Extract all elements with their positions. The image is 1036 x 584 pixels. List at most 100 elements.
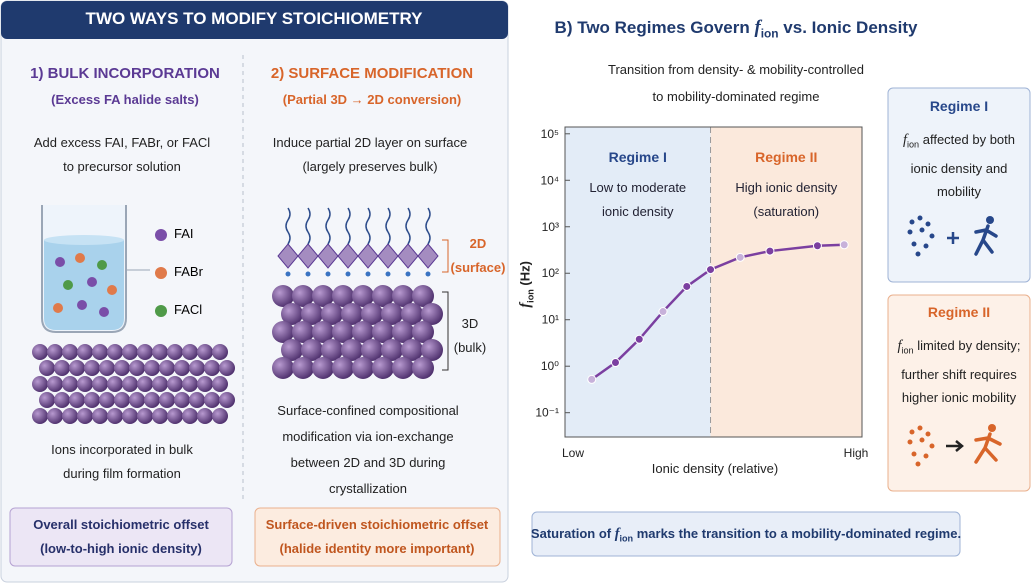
region-name: Regime II — [755, 149, 817, 165]
sphere — [341, 303, 363, 325]
sphere — [137, 344, 153, 360]
cation — [405, 271, 411, 277]
chart-subtitle: Transition from density- & mobility-cont… — [608, 56, 864, 110]
surface-title: 2) SURFACE MODIFICATION — [270, 65, 474, 82]
octahedron — [297, 243, 319, 269]
sphere — [372, 321, 394, 343]
cation — [425, 271, 431, 277]
sphere — [219, 360, 235, 376]
sphere — [174, 360, 190, 376]
sphere — [197, 344, 213, 360]
sphere — [381, 339, 403, 361]
sphere — [114, 360, 130, 376]
text-line: ionic density and — [910, 160, 1008, 176]
text-line: Surface-driven stoichiometric offset — [265, 517, 489, 532]
point — [839, 240, 849, 250]
sphere — [137, 408, 153, 424]
sphere — [281, 339, 303, 361]
sphere — [182, 344, 198, 360]
text-line: (halide identity more important) — [279, 541, 475, 556]
panel-a-header-bar — [1, 1, 508, 39]
sphere — [92, 376, 108, 392]
text-line: modification via ion-exchange — [282, 429, 454, 444]
sphere — [84, 392, 100, 408]
point — [812, 241, 822, 251]
sphere — [152, 408, 168, 424]
bulk-result: Overall stoichiometric offset (low-to-hig… — [33, 513, 209, 561]
sphere — [32, 344, 48, 360]
sphere — [312, 321, 334, 343]
sphere — [54, 360, 70, 376]
legend-swatch — [155, 229, 167, 241]
octahedron — [317, 243, 339, 269]
cation — [385, 271, 391, 277]
sphere — [392, 357, 414, 379]
icon-dots-arrow-runner — [907, 424, 1002, 467]
cation — [325, 271, 331, 277]
legend-label: FAI — [174, 226, 194, 241]
ligand — [425, 207, 431, 245]
sphere — [99, 392, 115, 408]
region-text: (saturation) — [753, 204, 819, 219]
bulk-film — [32, 344, 235, 424]
sphere — [144, 360, 160, 376]
ligand — [305, 207, 311, 245]
y-axis-label: fion (Hz) — [514, 261, 543, 308]
sphere — [167, 408, 183, 424]
sphere — [381, 303, 403, 325]
sphere — [159, 392, 175, 408]
sphere — [137, 376, 153, 392]
sphere — [107, 376, 123, 392]
icon-dots-plus-runner — [907, 215, 998, 257]
octahedron — [277, 243, 299, 269]
text-line: Add excess FAI, FABr, or FACl — [33, 135, 211, 150]
sphere — [272, 357, 294, 379]
x-tick-label: High — [844, 446, 869, 460]
box-title: Regime I — [929, 98, 989, 114]
surface-subtitle: (Partial 3D → 2D conversion) — [282, 92, 462, 107]
sphere — [122, 344, 138, 360]
legend-swatch — [155, 305, 167, 317]
sphere — [144, 392, 160, 408]
footer-box — [531, 511, 961, 557]
sphere — [129, 392, 145, 408]
octahedron — [377, 243, 399, 269]
y-tick-label: 10³ — [542, 220, 559, 234]
y-tick-label: 10⁵ — [541, 127, 559, 141]
point — [610, 358, 620, 368]
chart-title: B) Two Regimes Govern fion vs. Ionic Den… — [555, 16, 918, 45]
region-text: Low to moderate — [589, 180, 686, 195]
text-line: (low-to-high ionic density) — [40, 541, 202, 556]
text-line: between 2D and 3D during — [290, 455, 446, 470]
text: B) Two Regimes Govern — [554, 18, 755, 37]
text-line: 2D — [469, 236, 487, 251]
sphere — [412, 357, 434, 379]
sphere — [321, 303, 343, 325]
y-tick-label: 10² — [542, 266, 559, 280]
text-line: Ions incorporated in bulk — [51, 442, 193, 457]
text: vs. Ionic Density — [778, 18, 918, 37]
sphere — [352, 285, 374, 307]
sphere — [174, 392, 190, 408]
layer-2d-label: 2D (surface) — [451, 232, 506, 280]
layer-3d-label: 3D (bulk) — [454, 312, 487, 360]
sphere — [412, 321, 434, 343]
surface-caption: Surface-confined compositional modificati… — [277, 398, 458, 502]
bulk-instruction: Add excess FAI, FABr, or FACl to precurso… — [34, 131, 210, 179]
sphere — [107, 408, 123, 424]
sphere — [167, 376, 183, 392]
symbol: f — [897, 338, 902, 354]
text: marks the transition to a mobility-domin… — [633, 526, 962, 541]
sphere — [62, 344, 78, 360]
sphere — [312, 285, 334, 307]
region — [565, 127, 711, 437]
sphere — [122, 408, 138, 424]
chart: Regime I Low to moderate ionic density Regi… — [535, 126, 869, 460]
cation — [305, 271, 311, 277]
sphere — [321, 339, 343, 361]
sphere — [182, 376, 198, 392]
text-line: mobility — [936, 183, 982, 199]
sphere — [361, 339, 383, 361]
region-text: ionic density — [602, 204, 674, 219]
bulk-caption: Ions incorporated in bulk during film for… — [51, 438, 193, 486]
